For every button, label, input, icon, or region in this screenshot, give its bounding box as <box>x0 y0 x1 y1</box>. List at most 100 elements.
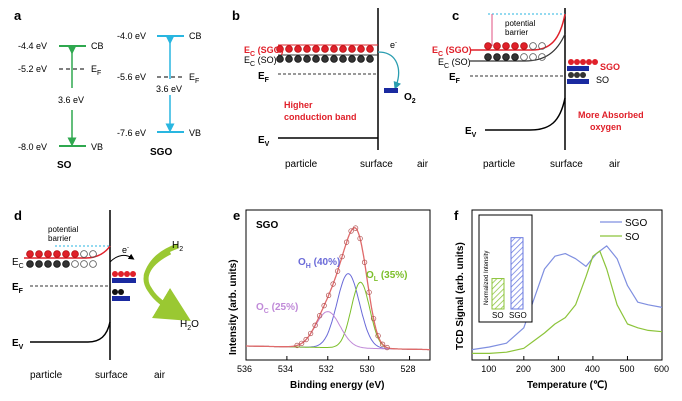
panel-f: f 100 200 300 400 500 600 Temperature (℃) TCD… <box>454 208 669 391</box>
d-ec-sub: C <box>19 263 24 270</box>
e-oc-main: O <box>256 302 264 313</box>
e-oh-pct: (40%) <box>311 257 340 268</box>
e-data-point-3 <box>307 330 314 337</box>
so-vb-value: -8.0 eV <box>18 142 47 152</box>
c-x-surface: surface <box>550 159 583 170</box>
d-electron-so-1 <box>35 260 43 268</box>
e-x-ticks: 536 534 532 530 528 <box>237 356 416 374</box>
c-barrier-line2: barrier <box>505 28 528 37</box>
e-oh-main: O <box>298 257 306 268</box>
b-ef-sub: F <box>265 77 270 84</box>
d-ads-red-3 <box>130 271 136 277</box>
f-inset-bars <box>491 237 524 310</box>
b-ec-so-main: E <box>244 55 250 65</box>
c-ads-so-2 <box>580 72 586 78</box>
c-ads-so-0 <box>568 72 574 78</box>
f-xtick-label-1: 200 <box>516 364 531 374</box>
c-ads-sgo-4 <box>592 59 598 65</box>
c-electron-rows <box>484 42 546 61</box>
d-electron-so-4 <box>62 260 70 268</box>
e-data-point-10 <box>339 253 345 260</box>
b-ec-so-rest: (SO) <box>255 55 277 65</box>
b-ec-so-label: EC (SO) <box>244 55 277 68</box>
d-ev-sub: V <box>19 344 24 351</box>
sgo-name: SGO <box>150 147 172 158</box>
b-electron-sgo-0 <box>276 45 284 53</box>
e-data-point-19 <box>379 341 386 347</box>
d-bent-vb <box>30 321 111 343</box>
c-x-air: air <box>609 159 621 170</box>
e-data-point-20 <box>384 344 390 351</box>
e-data-point-6 <box>321 302 327 309</box>
c-note-line1: More Absorbed <box>578 110 644 120</box>
c-electron-so-1 <box>493 53 501 61</box>
e-plot-frame <box>245 209 431 361</box>
d-bent-cb <box>24 245 111 259</box>
c-electron-so-0 <box>484 53 492 61</box>
so-cb-value: -4.4 eV <box>18 41 47 51</box>
d-ev-main: E <box>12 338 19 349</box>
f-inset-ylabel: Normalized Intensity <box>484 251 490 305</box>
b-electron-sgo-3 <box>303 45 311 53</box>
b-electron-so-4 <box>312 55 320 63</box>
c-sgo-tag: SGO <box>600 62 620 72</box>
e-xtick-label-3: 530 <box>360 364 375 374</box>
e-data-point-13 <box>352 225 359 231</box>
b-o2-label: O2 <box>404 92 416 105</box>
c-ec-so-rest: (SO) <box>449 57 471 67</box>
sgo-gap-value: 3.6 eV <box>156 84 182 94</box>
e-data-point-1 <box>298 340 305 347</box>
sgo-cb-tag: CB <box>189 31 202 41</box>
c-ads-sgo-3 <box>586 59 592 65</box>
e-curves <box>246 225 430 351</box>
c-ec-so-sub: C <box>444 63 449 70</box>
e-oc-label: OC (25%) <box>256 302 298 315</box>
f-xtick-label-5: 600 <box>654 364 669 374</box>
sgo-ef-tag: EF <box>189 72 199 85</box>
so-gap-value: 3.6 eV <box>58 95 84 105</box>
c-bent-cb-sgo <box>470 13 566 51</box>
so-ef-value: -5.2 eV <box>18 64 47 74</box>
c-ads-sgo-1 <box>574 59 580 65</box>
b-electron-sgo-8 <box>348 45 356 53</box>
d-electron-sgo-2 <box>44 250 52 258</box>
c-ev-sub: V <box>472 132 477 139</box>
e-ol-main: O <box>366 270 374 281</box>
d-electron-rows <box>26 250 97 268</box>
c-x-particle: particle <box>483 159 516 170</box>
e-data-point-12 <box>348 228 354 234</box>
b-electron-so-8 <box>348 55 356 63</box>
e-ol-pct: (35%) <box>378 270 407 281</box>
panel-b: b EC (SGO) EC (SO) EF EV e- O2 Higher co… <box>232 8 429 170</box>
b-ec-so-sub: C <box>250 61 255 68</box>
e-title: SGO <box>256 220 278 231</box>
d-h2o-sub: 2 <box>187 325 191 332</box>
b-ef-label: EF <box>258 71 270 84</box>
e-data-point-5 <box>316 313 323 319</box>
c-o2-level-sgo <box>567 66 589 71</box>
d-electron-so-2 <box>44 260 52 268</box>
d-electron-sgo-4 <box>62 250 70 258</box>
d-o2-level-1 <box>112 278 136 283</box>
c-ef-sub: F <box>456 78 461 85</box>
d-ec-label: EC <box>12 257 24 270</box>
d-o2-level-2 <box>112 296 130 301</box>
e-fit-curve <box>246 227 430 351</box>
panel-b-label: b <box>232 8 240 23</box>
c-o2-level-so <box>567 79 589 84</box>
e-xtick-label-4: 528 <box>401 364 416 374</box>
d-electron-label: e- <box>122 245 129 255</box>
d-electron-sgo-7 <box>89 250 97 258</box>
b-ec-sgo-sub: C <box>250 51 255 58</box>
c-electron-sgo-6 <box>538 42 546 50</box>
so-vb-tag: VB <box>91 142 103 152</box>
e-oc-sub: C <box>264 308 269 315</box>
f-x-ticks: 100 200 300 400 500 600 <box>481 356 669 374</box>
e-data-point-9 <box>334 268 341 274</box>
b-o2-main: O <box>404 92 412 103</box>
c-ec-so-label: EC (SO) <box>438 57 471 70</box>
sgo-vb-value: -7.6 eV <box>117 128 146 138</box>
b-electron-so-2 <box>294 55 302 63</box>
d-h2o-label: H2O <box>180 319 199 332</box>
d-ads-red-2 <box>124 271 130 277</box>
